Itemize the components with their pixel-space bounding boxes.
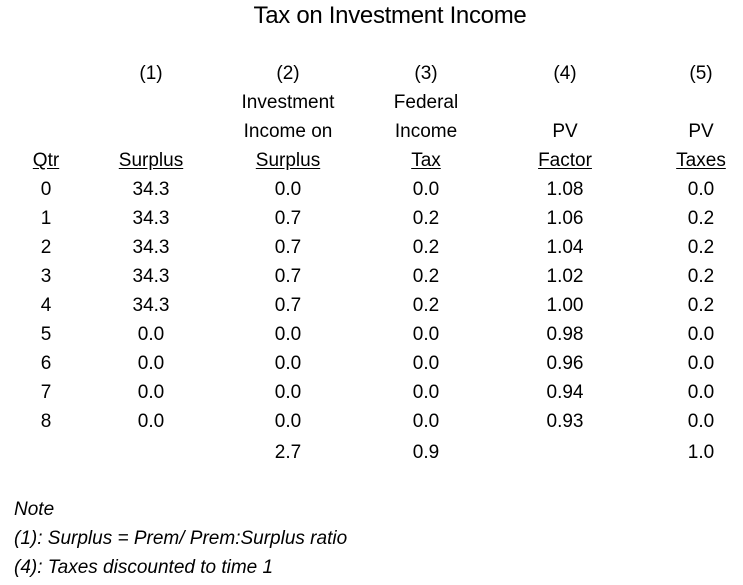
table-cell: 0.2: [412, 208, 440, 229]
table-cell: 0.0: [412, 411, 440, 432]
col-header: Tax: [411, 150, 441, 171]
table-cell: 0.7: [274, 237, 302, 258]
table-cell: 0.0: [687, 411, 715, 432]
table-cell: 0.0: [137, 324, 165, 345]
col-header: Investment: [241, 92, 335, 113]
table-cell: 0.0: [687, 179, 715, 200]
table-cell: 1.04: [546, 237, 584, 258]
qtr-cell: 6: [40, 353, 52, 374]
col-header-qtr: Qtr: [32, 150, 60, 171]
qtr-cell: 7: [40, 382, 52, 403]
page-title: Tax on Investment Income: [253, 2, 527, 29]
table-cell: 0.0: [687, 353, 715, 374]
table-cell: 34.3: [132, 237, 170, 258]
table-cell: 1.08: [546, 179, 584, 200]
note-heading: Note: [14, 499, 55, 520]
col-header: Income: [394, 121, 458, 142]
col-header: Taxes: [676, 150, 726, 171]
col-number: (4): [553, 63, 577, 84]
qtr-cell: 1: [40, 208, 52, 229]
table-cell: 0.96: [546, 353, 584, 374]
table-cell: 0.2: [412, 237, 440, 258]
table-cell: 0.7: [274, 266, 302, 287]
table-cell: 0.0: [687, 382, 715, 403]
table-cell: 0.0: [137, 382, 165, 403]
table-cell: 0.0: [412, 324, 440, 345]
table-cell: 0.2: [687, 266, 715, 287]
table-cell: 0.94: [546, 382, 584, 403]
table-cell: 1.02: [546, 266, 584, 287]
table-cell: 1.00: [546, 295, 584, 316]
col-number: (2): [276, 63, 300, 84]
table-cell: 1.06: [546, 208, 584, 229]
table-cell: 0.0: [412, 382, 440, 403]
table-cell: 0.2: [687, 208, 715, 229]
table-cell: 0.0: [412, 179, 440, 200]
table-cell: 0.0: [274, 353, 302, 374]
table-cell: 34.3: [132, 208, 170, 229]
qtr-cell: 3: [40, 266, 52, 287]
col-header: PV: [552, 121, 578, 142]
table-cell: 0.0: [274, 382, 302, 403]
qtr-cell: 5: [40, 324, 52, 345]
table-cell: 0.0: [137, 411, 165, 432]
table-cell: 0.0: [274, 324, 302, 345]
col-header: Surplus: [118, 150, 184, 171]
qtr-cell: 0: [40, 179, 52, 200]
table-cell: 0.0: [274, 179, 302, 200]
table-cell: 0.7: [274, 208, 302, 229]
total-cell: 2.7: [274, 442, 302, 463]
col-number: (5): [689, 63, 713, 84]
table-cell: 0.7: [274, 295, 302, 316]
table-cell: 34.3: [132, 179, 170, 200]
qtr-cell: 2: [40, 237, 52, 258]
col-header: Surplus: [255, 150, 321, 171]
col-header: Income on: [243, 121, 333, 142]
total-cell: 0.9: [412, 442, 440, 463]
col-header: Federal: [393, 92, 459, 113]
table-cell: 0.2: [412, 266, 440, 287]
note-line: (1): Surplus = Prem/ Prem:Surplus ratio: [14, 528, 348, 549]
table-cell: 0.2: [412, 295, 440, 316]
table-cell: 0.0: [274, 411, 302, 432]
table-cell: 0.0: [687, 324, 715, 345]
table-cell: 0.2: [687, 295, 715, 316]
table-cell: 0.2: [687, 237, 715, 258]
table-cell: 0.0: [137, 353, 165, 374]
col-number: (1): [139, 63, 163, 84]
table-cell: 34.3: [132, 295, 170, 316]
col-number: (3): [414, 63, 438, 84]
qtr-cell: 8: [40, 411, 52, 432]
col-header: Factor: [538, 150, 592, 171]
table-cell: 0.0: [412, 353, 440, 374]
total-cell: 1.0: [687, 442, 715, 463]
qtr-cell: 4: [40, 295, 52, 316]
table-cell: 34.3: [132, 266, 170, 287]
table-cell: 0.98: [546, 324, 584, 345]
table-cell: 0.93: [546, 411, 584, 432]
note-line: (4): Taxes discounted to time 1: [14, 557, 274, 578]
col-header: PV: [688, 121, 714, 142]
